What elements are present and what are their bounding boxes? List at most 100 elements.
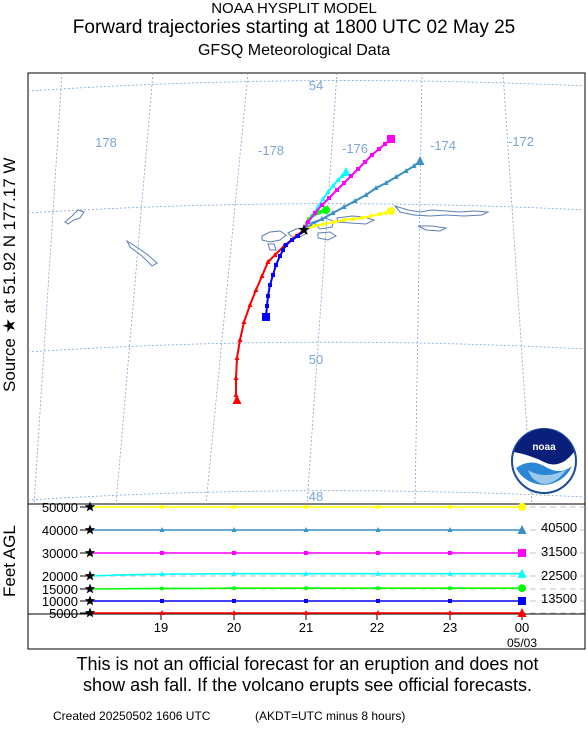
trajectory-blue-point [296,234,300,238]
longitude-label: -178 [258,143,284,158]
profile-cyan-point [447,570,453,576]
trajectory-blue-point [265,304,269,308]
latitude-label: 50 [309,352,323,367]
trajectory-cyan-point [341,167,351,176]
latitude-line [27,490,586,501]
profile-cyan-point [159,571,165,577]
trajectory-blue-point [266,294,270,298]
timezone-note: (AKDT=UTC minus 8 hours) [255,709,406,723]
profile-start-star-icon [84,547,96,558]
profile-blue-point [160,599,164,603]
profile-start-star-icon [84,595,96,606]
profile-red-point [517,608,527,617]
profile-magenta-point [232,551,236,555]
trajectory-steelblue-point [363,192,369,197]
trajectory-yellow-point [387,207,395,215]
trajectory-yellow-point [360,216,364,220]
x-date-label: 05/03 [507,636,537,650]
source-star-icon [298,224,310,235]
profile-red-point [159,610,165,615]
profile-steelblue-point [231,527,237,532]
profile-right-label: 31500 [541,544,577,559]
trajectory-magenta-point [377,147,381,151]
profile-red-point [303,610,309,615]
coastline-segment [64,209,85,225]
x-tick-label: 20 [227,620,241,635]
trajectory-steelblue-point [373,185,379,190]
profile-cyan-point [517,568,527,578]
longitude-line [205,72,249,505]
trajectory-magenta-point [387,135,395,143]
longitude-line [115,72,154,505]
longitude-label: 178 [95,135,117,150]
data-source-title: GFSQ Meteorological Data [197,42,391,59]
trajectory-cyan-point [335,177,341,182]
trajectory-red-point [237,337,243,342]
profile-frame [27,503,586,650]
profile-start-star-icon [84,570,96,581]
profile-start-star-icon [84,501,96,512]
trajectory-red-point [272,252,278,257]
coastline-segment [267,243,277,251]
chart-title: Forward trajectories starting at 1800 UT… [72,17,516,38]
trajectory-magenta-point [356,167,360,171]
profile-cyan-point [375,570,381,576]
trajectory-steelblue-point [341,204,347,209]
profile-blue-point [376,599,380,603]
profile-cyan-point [231,570,237,576]
trajectory-red-point [232,395,242,404]
trajectory-blue-point [262,313,270,321]
profile-yellow-point [304,505,308,509]
disclaimer-line-1: This is not an official forecast for an … [76,654,539,674]
profile-yellow-point [376,505,380,509]
y-tick-label: 50000 [42,500,78,515]
trajectory-red-point [253,287,259,292]
coastline-segment [125,239,158,267]
x-tick-label: 23 [443,620,457,635]
y-tick-label: 40000 [42,523,78,538]
coastline-segment [336,215,376,225]
profile-blue-point [518,597,526,605]
source-label: Source ★ at 51.92 N 177.17 W [0,157,19,392]
profile-magenta-point [376,551,380,555]
x-tick-label: 19 [154,620,168,635]
profile-yellow-point [160,505,164,509]
longitude-label: -174 [430,138,456,153]
trajectory-blue-point [281,248,285,252]
trajectory-steelblue-point [319,216,325,221]
trajectory-magenta-point [335,188,339,192]
profile-start-star-icon [84,524,96,535]
x-tick-label: 00 [515,620,529,635]
profile-red-point [375,610,381,615]
longitude-line [306,72,338,505]
trajectory-steelblue-point [403,168,409,173]
trajectory-yellow-point [351,217,355,221]
trajectory-red-point [233,375,239,380]
trajectory-red-point [247,302,253,307]
latitude-line [27,80,586,92]
y-tick-label: 5000 [49,606,78,621]
profile-steelblue-point [447,527,453,532]
model-title: NOAA HYSPLIT MODEL [211,0,377,17]
profile-green-point [232,586,236,591]
profile-magenta-point [160,551,164,555]
latitude-label: 54 [309,78,323,93]
profile-green-point [448,586,452,591]
trajectory-steelblue-point [330,210,336,215]
profile-blue-point [232,599,236,603]
trajectory-magenta-point [370,153,374,157]
profile-start-star-icon [84,607,96,618]
trajectory-magenta-point [349,174,353,178]
trajectory-red-point [259,273,265,278]
profile-blue-point [304,599,308,603]
trajectory-magenta-point [313,211,317,215]
profile-cyan-point [303,570,309,576]
coastline-segment [287,227,308,238]
trajectory-magenta-point [383,142,387,146]
latitude-line [27,341,586,353]
coastline-segment [393,205,490,217]
profile-magenta-point [448,551,452,555]
trajectory-green-point [322,206,330,214]
trajectory-yellow-point [342,218,346,222]
